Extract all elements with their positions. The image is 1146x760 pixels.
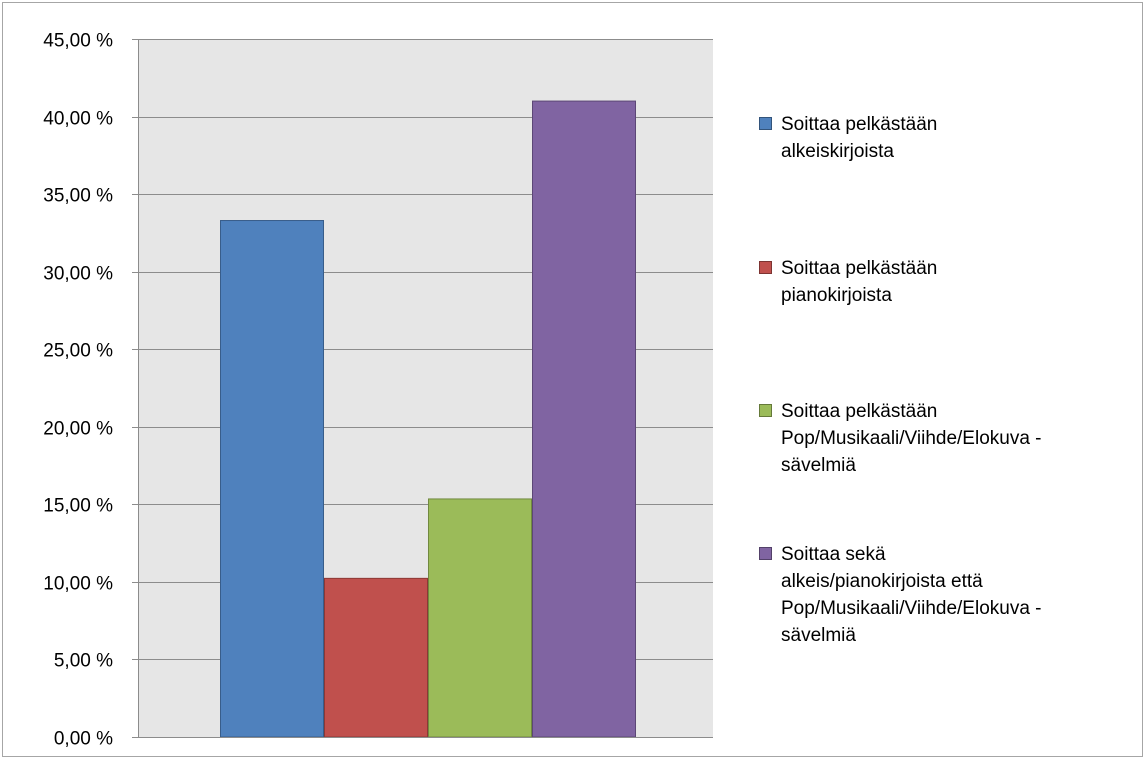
- y-tick-label: 5,00 %: [54, 651, 113, 672]
- y-tick-label: 40,00 %: [43, 109, 113, 130]
- y-tick-label: 15,00 %: [43, 496, 113, 517]
- y-tick-label: 20,00 %: [43, 419, 113, 440]
- y-tick-label: 25,00 %: [43, 341, 113, 362]
- bar-1: [220, 220, 324, 738]
- legend-label-line: pianokirjoista: [781, 285, 892, 306]
- bar-3: [428, 498, 532, 738]
- legend-label-line: Soittaa pelkästään: [781, 114, 938, 135]
- legend-label-line: Pop/Musikaali/Viihde/Elokuva -: [781, 428, 1042, 449]
- legend-label-line: alkeiskirjoista: [781, 141, 894, 162]
- legend-label-line: Soittaa pelkästään: [781, 258, 938, 279]
- legend-label-line: sävelmiä: [781, 455, 856, 476]
- y-tick-label: 45,00 %: [43, 31, 113, 52]
- legend-label: Soittaa pelkästään Pop/Musikaali/Viihde/E…: [781, 398, 1141, 479]
- legend-label-line: alkeis/pianokirjoista että: [781, 571, 983, 592]
- y-tick-label: 0,00 %: [54, 729, 113, 750]
- legend-label: Soittaa pelkästään pianokirjoista: [781, 255, 1141, 309]
- y-tick-label: 35,00 %: [43, 186, 113, 207]
- bar-4: [532, 100, 636, 738]
- legend-swatch: [759, 547, 772, 560]
- legend-label-line: Soittaa sekä: [781, 544, 886, 565]
- y-tick-label: 30,00 %: [43, 264, 113, 285]
- legend-label: Soittaa sekä alkeis/pianokirjoista että Po…: [781, 541, 1141, 649]
- legend-swatch: [759, 117, 772, 130]
- legend-label-line: Pop/Musikaali/Viihde/Elokuva -: [781, 598, 1042, 619]
- legend-swatch: [759, 404, 772, 417]
- legend-label-line: Soittaa pelkästään: [781, 401, 938, 422]
- legend-label: Soittaa pelkästään alkeiskirjoista: [781, 111, 1141, 165]
- bar-2: [324, 577, 428, 738]
- y-tick-label: 10,00 %: [43, 574, 113, 595]
- legend-label-line: sävelmiä: [781, 625, 856, 646]
- bar-chart: 0,00 % 5,00 % 10,00 % 15,00 % 20,00 % 25,00 %…: [43, 31, 713, 750]
- legend-swatch: [759, 261, 772, 274]
